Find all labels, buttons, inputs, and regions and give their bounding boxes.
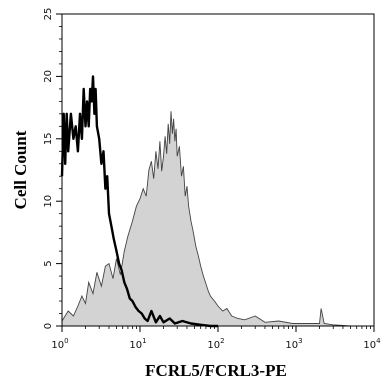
y-tick-label: 15 <box>43 132 54 145</box>
x-tick-label: 103 <box>285 337 302 351</box>
labels-layer: 100 101 102 103 104 0 5 10 15 20 25 <box>43 8 381 351</box>
y-tick-label: 5 <box>43 260 54 266</box>
x-tick-label: 100 <box>51 337 68 351</box>
gray-histogram-fill <box>62 111 374 326</box>
y-tick-label: 25 <box>43 8 54 21</box>
y-tick-label: 0 <box>43 323 54 329</box>
x-tick-label: 102 <box>207 337 224 351</box>
gray-histogram-outline <box>61 111 374 327</box>
x-tick-label: 104 <box>363 337 381 351</box>
black-histogram-line <box>60 75 218 328</box>
ticks-layer <box>56 13 375 332</box>
y-tick-label: 10 <box>43 195 54 208</box>
x-axis-title: FCRL5/FCRL3-PE <box>145 361 287 380</box>
series-layer <box>60 75 374 328</box>
x-tick-label: 101 <box>129 337 146 351</box>
y-tick-label: 20 <box>43 70 54 83</box>
y-axis-title: Cell Count <box>11 130 30 209</box>
